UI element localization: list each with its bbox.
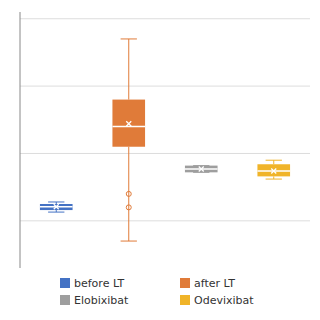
cap-lower <box>121 241 137 242</box>
box-group <box>185 166 218 173</box>
legend-swatch <box>60 278 70 288</box>
grid-line <box>20 86 310 87</box>
mean-marker <box>126 121 131 126</box>
legend-label: Odevixibat <box>194 294 254 307</box>
grid-line <box>20 220 310 221</box>
box-group <box>40 202 73 212</box>
y-axis-line <box>20 12 21 268</box>
outlier <box>126 191 131 196</box>
legend-swatch <box>180 278 190 288</box>
chart: before LT after LT Elobixibat Odevixibat <box>0 0 320 320</box>
box-group <box>257 160 290 179</box>
cap-upper <box>266 160 282 161</box>
legend-label: Elobixibat <box>74 294 129 307</box>
cap-upper <box>48 201 64 202</box>
whisker-upper <box>273 160 274 164</box>
marks <box>40 39 290 241</box>
cap-lower <box>48 212 64 213</box>
grid-line <box>20 153 310 154</box>
legend-swatch <box>60 295 70 305</box>
mean-marker <box>199 166 204 171</box>
legend: before LT after LT Elobixibat Odevixibat <box>60 277 254 307</box>
box <box>185 166 218 173</box>
grid <box>20 19 310 221</box>
box <box>40 204 73 210</box>
outlier <box>126 205 131 210</box>
legend-swatch <box>180 295 190 305</box>
cap-lower <box>266 179 282 180</box>
mean-marker <box>271 168 276 173</box>
whisker-upper <box>128 39 129 100</box>
grid-line <box>20 18 310 19</box>
median <box>112 126 145 128</box>
box <box>112 100 145 147</box>
box <box>257 164 290 176</box>
cap-upper <box>121 38 137 39</box>
mean-marker <box>54 204 59 209</box>
legend-label: before LT <box>74 277 125 290</box>
legend-label: after LT <box>194 277 235 290</box>
whisker-lower <box>128 147 129 241</box>
box-group <box>112 39 145 241</box>
